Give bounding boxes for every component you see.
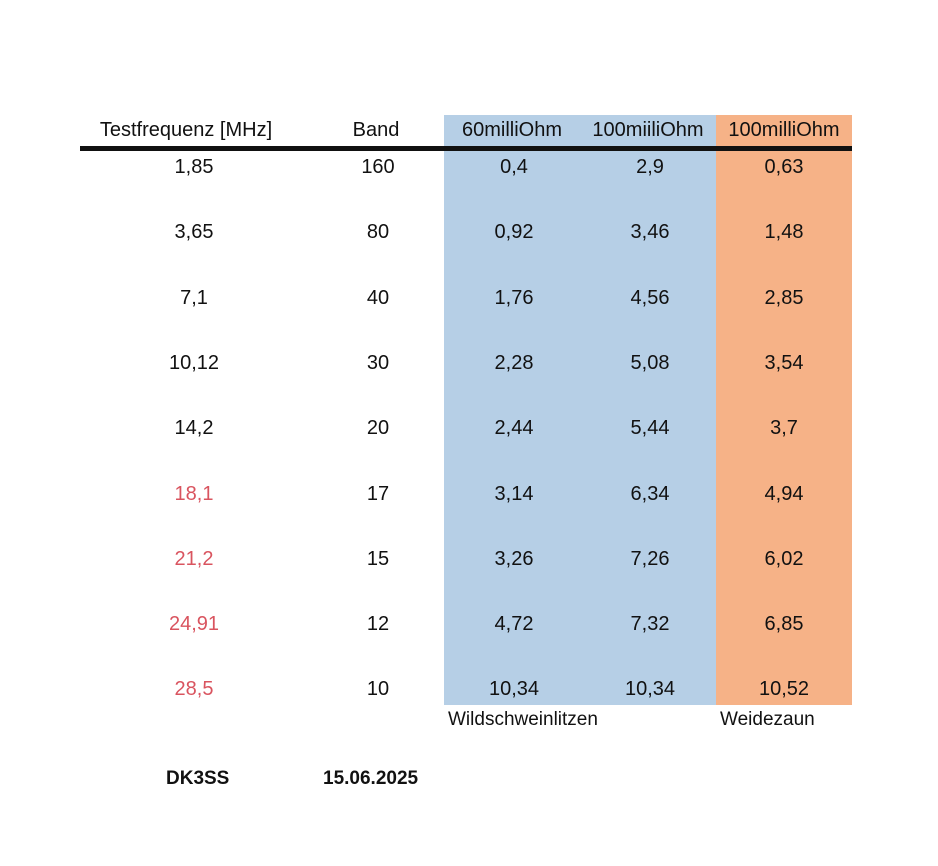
weidezaun-cell: 3,7	[770, 417, 798, 439]
freq-cell: 24,91	[168, 613, 220, 635]
wildschwein-100-cell: 5,08	[630, 352, 670, 374]
band-cell: 30	[366, 352, 390, 374]
header-100miiliohm: 100miiliOhm	[592, 119, 704, 141]
caption-wildschweinlitzen: Wildschweinlitzen	[448, 709, 598, 730]
freq-cell: 7,1	[180, 287, 208, 309]
band-cell: 10	[366, 678, 390, 700]
weidezaun-cell: 3,54	[764, 352, 804, 374]
wildschwein-60-cell: 2,28	[494, 352, 534, 374]
wildschwein-100-cell: 7,26	[630, 548, 670, 570]
freq-cell: 3,65	[174, 221, 214, 243]
header-60milliohm: 60milliOhm	[461, 119, 563, 141]
band-cell: 20	[366, 417, 390, 439]
band-cell: 15	[366, 548, 390, 570]
band-cell: 12	[366, 613, 390, 635]
date: 15.06.2025	[323, 768, 419, 789]
freq-cell: 14,2	[174, 417, 214, 439]
weidezaun-cell: 6,02	[764, 548, 804, 570]
weidezaun-cell: 4,94	[764, 483, 804, 505]
weidezaun-cell: 0,63	[764, 156, 804, 178]
wildschwein-100-cell: 2,9	[636, 156, 664, 178]
wildschwein-60-cell: 10,34	[488, 678, 540, 700]
weidezaun-column-background	[716, 115, 852, 705]
header-band: Band	[352, 119, 400, 141]
wildschwein-100-cell: 7,32	[630, 613, 670, 635]
wildschwein-60-cell: 2,44	[494, 417, 534, 439]
wildschwein-60-cell: 3,14	[494, 483, 534, 505]
freq-cell: 1,85	[174, 156, 214, 178]
weidezaun-cell: 2,85	[764, 287, 804, 309]
weidezaun-cell: 6,85	[764, 613, 804, 635]
freq-cell: 28,5	[174, 678, 214, 700]
header-rule	[80, 146, 852, 151]
wildschwein-60-cell: 4,72	[494, 613, 534, 635]
wildschwein-60-cell: 0,4	[500, 156, 528, 178]
band-cell: 40	[366, 287, 390, 309]
wildschwein-100-cell: 10,34	[624, 678, 676, 700]
weidezaun-cell: 1,48	[764, 221, 804, 243]
freq-cell: 21,2	[174, 548, 214, 570]
wildschwein-100-cell: 5,44	[630, 417, 670, 439]
header-testfrequenz: Testfrequenz [MHz]	[99, 119, 273, 141]
wildschwein-60-cell: 3,26	[494, 548, 534, 570]
wildschwein-100-cell: 6,34	[630, 483, 670, 505]
wildschwein-60-cell: 0,92	[494, 221, 534, 243]
freq-cell: 18,1	[174, 483, 214, 505]
header-100milliohm: 100milliOhm	[728, 119, 840, 141]
wildschwein-100-cell: 4,56	[630, 287, 670, 309]
callsign: DK3SS	[166, 768, 230, 789]
wildschwein-60-cell: 1,76	[494, 287, 534, 309]
band-cell: 160	[361, 156, 395, 178]
wildschweinlitzen-column-background	[444, 115, 716, 705]
band-cell: 80	[366, 221, 390, 243]
caption-weidezaun: Weidezaun	[720, 709, 815, 730]
band-cell: 17	[366, 483, 390, 505]
wildschwein-100-cell: 3,46	[630, 221, 670, 243]
freq-cell: 10,12	[168, 352, 220, 374]
weidezaun-cell: 10,52	[758, 678, 810, 700]
